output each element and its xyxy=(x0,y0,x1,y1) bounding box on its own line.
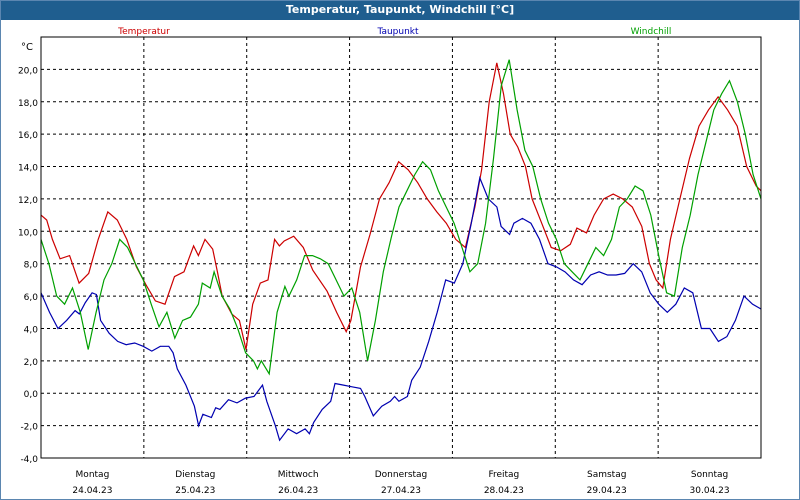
legend-entry: Windchill xyxy=(631,27,672,37)
y-tick-label: 0,0 xyxy=(24,390,39,400)
x-date-label: 30.04.23 xyxy=(690,486,730,496)
y-tick-label: -2,0 xyxy=(20,423,38,433)
legend-entry: Temperatur xyxy=(117,27,170,37)
y-tick-label: -4,0 xyxy=(20,455,38,465)
y-tick-label: 16,0 xyxy=(18,131,38,141)
y-tick-label: 20,0 xyxy=(18,66,38,76)
legend-entry: Taupunkt xyxy=(376,27,419,37)
chart-axes xyxy=(40,36,762,459)
chart-series xyxy=(40,59,762,442)
y-tick-label: 14,0 xyxy=(18,164,38,174)
y-tick-label: 12,0 xyxy=(18,196,38,206)
x-day-label: Donnerstag xyxy=(375,470,428,480)
y-tick-label: 2,0 xyxy=(24,358,39,368)
series-line-taupunkt xyxy=(40,175,762,442)
x-day-label: Freitag xyxy=(488,470,519,480)
y-tick-label: 18,0 xyxy=(18,99,38,109)
x-day-label: Montag xyxy=(76,470,110,480)
x-date-label: 26.04.23 xyxy=(278,486,318,496)
chart-labels: -4,0 -2,0 0,0 2,0 4,0 6,0 8,0 10,0 12,0 14,0 16,0 1… xyxy=(18,27,730,496)
y-tick-label: 6,0 xyxy=(24,293,39,303)
x-date-label: 29.04.23 xyxy=(587,486,627,496)
window-title: Temperatur, Taupunkt, Windchill [°C] xyxy=(1,1,799,20)
x-day-label: Mittwoch xyxy=(278,470,319,480)
x-day-label: Samstag xyxy=(587,470,626,480)
y-tick-label: 10,0 xyxy=(18,228,38,238)
x-day-label: Sonntag xyxy=(691,470,728,480)
chart-grid xyxy=(41,37,761,458)
plot-frame xyxy=(40,36,762,459)
y-tick-label: 4,0 xyxy=(24,325,39,335)
y-tick-label: 8,0 xyxy=(24,261,39,271)
y-axis-label: °C xyxy=(21,42,33,53)
x-date-label: 24.04.23 xyxy=(72,486,112,496)
x-day-label: Dienstag xyxy=(175,470,215,480)
series-line-windchill xyxy=(40,59,762,376)
x-date-label: 28.04.23 xyxy=(484,486,524,496)
series-line-temperatur xyxy=(40,62,762,350)
x-date-label: 25.04.23 xyxy=(175,486,215,496)
x-date-label: 27.04.23 xyxy=(381,486,421,496)
line-chart: -4,0 -2,0 0,0 2,0 4,0 6,0 8,0 10,0 12,0 14,0 16,0 1… xyxy=(18,27,762,496)
